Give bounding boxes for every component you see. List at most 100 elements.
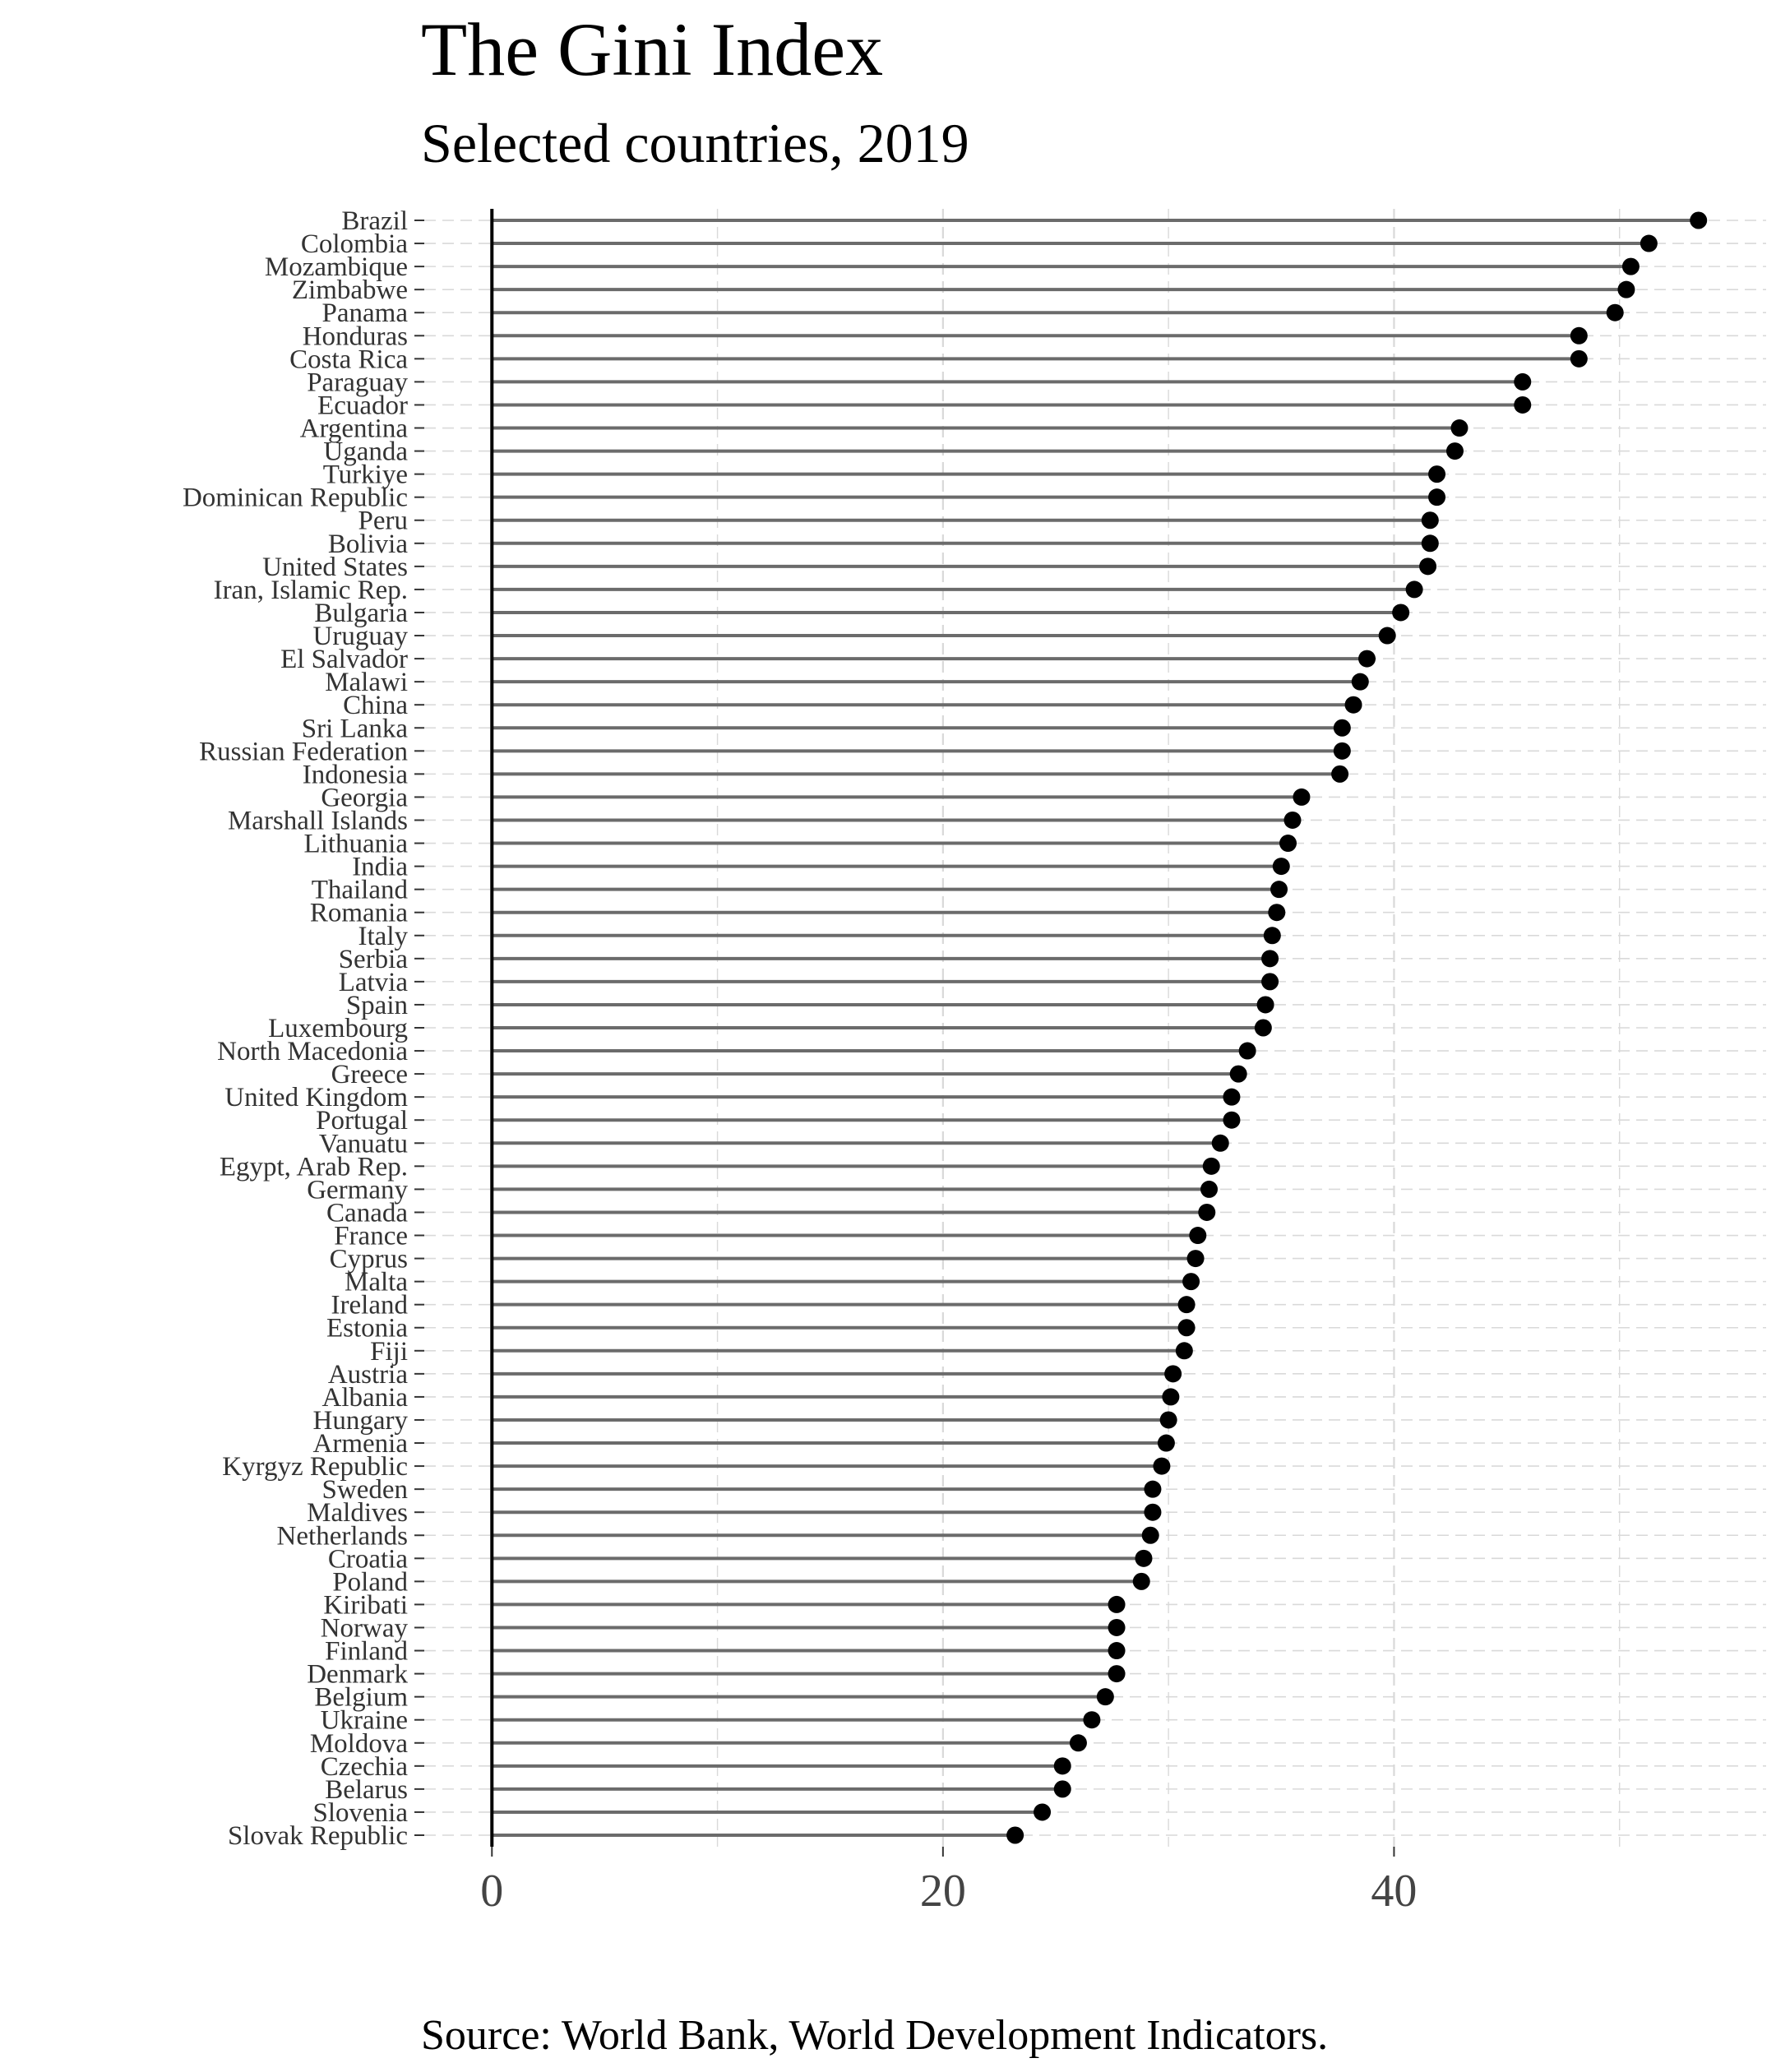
lollipop-point — [1331, 765, 1349, 783]
lollipop-point — [1177, 1296, 1196, 1314]
category-label: Thailand — [312, 876, 409, 905]
category-label: Finland — [325, 1637, 408, 1667]
lollipop-point — [1108, 1618, 1126, 1636]
lollipop-point — [1198, 1203, 1216, 1221]
category-label: Slovenia — [313, 1798, 409, 1828]
lollipop-point — [1135, 1549, 1153, 1567]
lollipop-point — [1514, 395, 1532, 414]
lollipop-point — [1570, 349, 1588, 368]
category-label: Colombia — [301, 229, 409, 259]
category-label: Malawi — [325, 668, 408, 697]
lollipop-point — [1405, 580, 1423, 599]
lollipop-point — [1263, 927, 1281, 945]
lollipop-point — [1419, 557, 1437, 576]
category-label: Zimbabwe — [292, 275, 408, 305]
chart-title: The Gini Index — [421, 7, 884, 91]
lollipop-point — [1268, 904, 1286, 922]
category-label: Denmark — [307, 1660, 408, 1690]
lollipop-point — [1283, 811, 1302, 829]
category-label: Serbia — [339, 945, 409, 974]
category-label: United States — [262, 553, 408, 582]
lollipop-point — [1428, 488, 1446, 506]
lollipop-point — [1164, 1365, 1182, 1383]
lollipop-point — [1177, 1319, 1196, 1337]
category-label: Germany — [307, 1175, 408, 1205]
category-label: El Salvador — [280, 645, 408, 674]
x-tick-label: 0 — [480, 1866, 503, 1917]
lollipop-point — [1108, 1642, 1126, 1660]
category-label: Armenia — [313, 1429, 409, 1459]
lollipop-point — [1144, 1503, 1162, 1521]
lollipop-point — [1162, 1388, 1180, 1406]
category-label: Netherlands — [277, 1521, 408, 1551]
category-label: Turkiye — [323, 460, 408, 490]
lollipop-point — [1293, 788, 1311, 806]
lollipop-point — [1053, 1780, 1071, 1798]
category-label: Russian Federation — [199, 737, 408, 766]
lollipop-point — [1153, 1457, 1171, 1475]
category-label-layer: BrazilColombiaMozambiqueZimbabwePanamaHo… — [183, 206, 409, 1851]
lollipop-point — [1272, 858, 1290, 876]
lollipop-point — [1159, 1411, 1177, 1429]
lollipop-point — [1083, 1711, 1101, 1729]
x-tick-layer: 0 20 40 — [414, 220, 1417, 1917]
category-label: Czechia — [321, 1752, 409, 1782]
category-label: Indonesia — [303, 760, 409, 789]
category-label: Lithuania — [304, 830, 409, 859]
lollipop-point — [1378, 627, 1396, 645]
category-label: Paraguay — [307, 368, 408, 397]
lollipop-point — [1238, 1042, 1256, 1060]
lollipop-point — [1157, 1434, 1175, 1452]
category-label: Uruguay — [313, 622, 409, 651]
lollipop-point — [1690, 211, 1708, 229]
category-label: Canada — [326, 1198, 408, 1228]
category-label: Honduras — [303, 321, 408, 351]
lollipop-point — [1211, 1134, 1229, 1152]
lollipop-point — [1617, 280, 1635, 298]
category-label: North Macedonia — [217, 1037, 408, 1066]
x-tick-label: 40 — [1371, 1866, 1417, 1917]
lollipop-point — [1096, 1688, 1114, 1706]
lollipop-point — [1182, 1273, 1200, 1291]
category-label: Poland — [332, 1567, 408, 1597]
lollipop-point — [1570, 326, 1588, 345]
lollipop-point — [1069, 1734, 1087, 1752]
category-label: Vanuatu — [319, 1129, 408, 1159]
lollipop-point — [1621, 257, 1640, 275]
lollipop-point — [1445, 442, 1464, 460]
lollipop-point — [1229, 1065, 1247, 1083]
category-label: Belarus — [325, 1775, 408, 1805]
category-label: Spain — [346, 991, 408, 1020]
category-label: Austria — [328, 1360, 409, 1390]
category-label: Norway — [321, 1613, 409, 1643]
lollipop-point — [1175, 1342, 1193, 1360]
category-label: Ireland — [331, 1291, 409, 1320]
category-label: Cyprus — [330, 1245, 408, 1274]
category-label: Peru — [358, 506, 409, 536]
x-tick-label: 20 — [920, 1866, 966, 1917]
lollipop-point — [1358, 650, 1376, 668]
category-label: Estonia — [326, 1314, 408, 1344]
category-label: Sweden — [322, 1475, 408, 1505]
lollipop-point — [1450, 419, 1468, 437]
lollipop-point — [1606, 303, 1624, 321]
lollipop-point — [1202, 1157, 1220, 1175]
lollipop-point — [1254, 1019, 1272, 1037]
category-label: Sri Lanka — [302, 714, 409, 743]
category-label: Kiribati — [323, 1590, 408, 1620]
lollipop-point — [1279, 835, 1297, 853]
lollipop-point — [1351, 673, 1369, 691]
category-label: Hungary — [313, 1406, 409, 1436]
lollipop-point — [1223, 1111, 1241, 1129]
lollipop-point — [1200, 1180, 1219, 1198]
category-label: Kyrgyz Republic — [222, 1452, 408, 1482]
category-label: Italy — [358, 922, 409, 951]
category-label: Ukraine — [321, 1706, 408, 1736]
lollipop-point — [1421, 511, 1439, 530]
category-label: Marshall Islands — [228, 806, 408, 835]
segment-layer — [492, 219, 1699, 1837]
point-layer — [1006, 211, 1708, 1844]
lollipop-point — [1132, 1572, 1150, 1590]
lollipop-point — [1261, 950, 1279, 968]
lollipop-point — [1189, 1227, 1207, 1245]
